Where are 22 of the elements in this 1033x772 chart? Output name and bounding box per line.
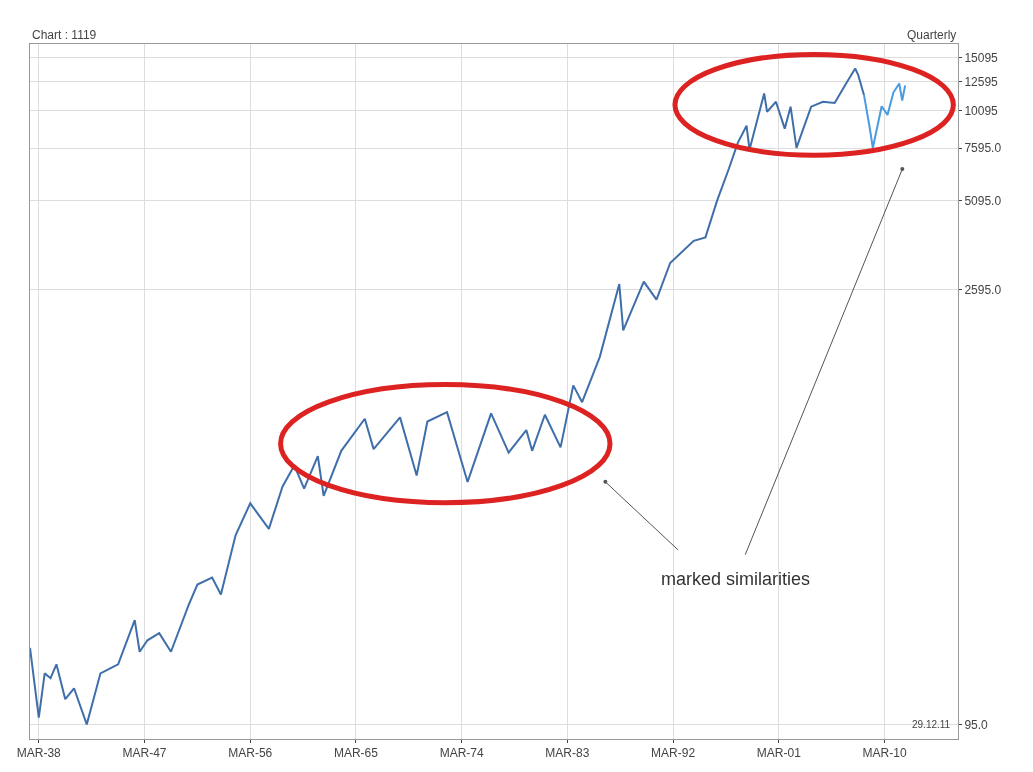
y-tick-label: 5095.0 [964, 193, 1002, 208]
x-tick-label: MAR-47 [122, 746, 167, 761]
text: Quarterly [907, 28, 957, 42]
y-tick-label: 95.0 [964, 717, 989, 732]
x-tick-label: MAR-38 [16, 746, 62, 761]
x-tick-label: MAR-10 [862, 746, 907, 761]
y-tick-label: 15095 [964, 50, 999, 65]
x-tick-label: MAR-83 [545, 746, 590, 761]
x-tick-label: MAR-01 [756, 746, 802, 761]
line-series [30, 67, 866, 726]
y-tick-label: 7595.0 [964, 141, 1002, 156]
y-tick-label: 12595 [964, 74, 999, 89]
x-tick-label: MAR-65 [333, 746, 379, 761]
x-tick-label: MAR-74 [439, 746, 484, 761]
annotation: marked similarities [661, 569, 811, 589]
y-tick-label: 2595.0 [964, 282, 1002, 297]
annotation: 29.12.11 [912, 719, 951, 730]
x-tick-label: MAR-92 [651, 746, 696, 761]
y-tick-label: 10095 [964, 103, 999, 118]
x-tick-label: MAR-56 [228, 746, 273, 761]
line-series [863, 82, 907, 149]
text: Chart : 1119 [32, 28, 97, 42]
